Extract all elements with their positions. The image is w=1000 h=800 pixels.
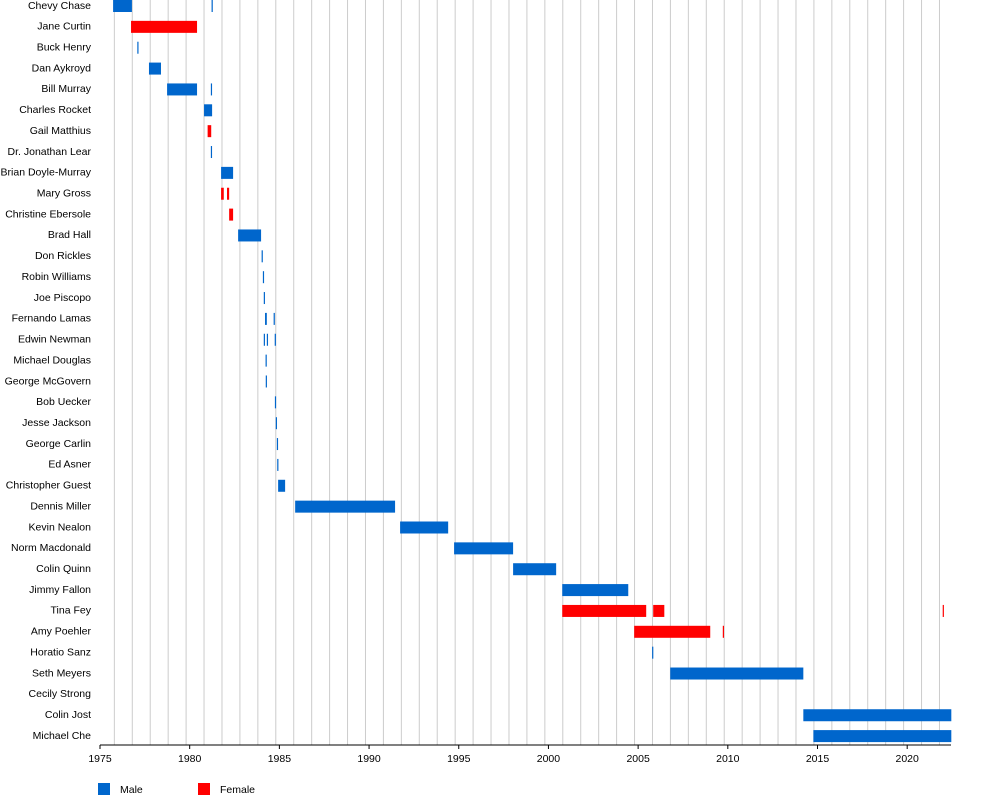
bar bbox=[226, 187, 230, 200]
row-label: Horatio Sanz bbox=[30, 646, 91, 658]
row-label: Ed Asner bbox=[48, 459, 91, 471]
legend-swatch bbox=[98, 783, 110, 795]
row-label: Norm Macdonald bbox=[11, 542, 91, 554]
x-tick-label: 2000 bbox=[537, 753, 561, 765]
bar bbox=[634, 625, 711, 638]
row-label: Jane Curtin bbox=[37, 21, 91, 33]
bar bbox=[942, 604, 944, 617]
row-label: Christine Ebersole bbox=[5, 208, 91, 220]
bar bbox=[210, 83, 213, 96]
bar bbox=[210, 146, 213, 159]
row-label: Amy Poehler bbox=[31, 626, 92, 638]
x-tick-label: 2015 bbox=[806, 753, 830, 765]
row-label: Edwin Newman bbox=[18, 334, 91, 346]
bar bbox=[113, 0, 132, 12]
bar bbox=[261, 250, 263, 263]
bar bbox=[238, 229, 262, 242]
row-label: Jimmy Fallon bbox=[29, 584, 91, 596]
bar bbox=[221, 187, 224, 200]
bar bbox=[562, 584, 629, 597]
bar bbox=[137, 41, 139, 54]
bar bbox=[265, 375, 267, 388]
bar bbox=[274, 396, 277, 409]
row-label: Don Rickles bbox=[35, 250, 91, 262]
bar bbox=[454, 542, 514, 555]
bar bbox=[207, 125, 212, 138]
row-label: Jesse Jackson bbox=[22, 417, 91, 429]
row-label: Bob Uecker bbox=[36, 396, 91, 408]
x-tick-label: 1975 bbox=[88, 753, 112, 765]
row-label: Christopher Guest bbox=[6, 480, 91, 492]
bar bbox=[652, 646, 654, 659]
bar bbox=[221, 166, 234, 179]
row-label: Joe Piscopo bbox=[34, 292, 91, 304]
bar bbox=[653, 604, 665, 617]
bar bbox=[229, 208, 234, 221]
row-label: Dennis Miller bbox=[30, 500, 91, 512]
row-label: Cecily Strong bbox=[29, 688, 92, 700]
row-label: Dr. Jonathan Lear bbox=[8, 146, 92, 158]
bar bbox=[400, 521, 449, 534]
row-label: Gail Matthius bbox=[30, 125, 91, 137]
legend-swatch bbox=[198, 783, 210, 795]
bar bbox=[813, 730, 952, 743]
bar bbox=[276, 438, 279, 451]
bar bbox=[278, 479, 286, 492]
bar bbox=[265, 312, 267, 325]
row-label: Colin Jost bbox=[45, 709, 91, 721]
row-label: Tina Fey bbox=[51, 605, 92, 617]
x-tick-label: 1990 bbox=[357, 753, 381, 765]
bar bbox=[211, 0, 213, 12]
row-label: Seth Meyers bbox=[32, 667, 91, 679]
row-label: Buck Henry bbox=[37, 42, 92, 54]
x-tick-label: 1985 bbox=[268, 753, 292, 765]
bar bbox=[513, 563, 557, 576]
bar bbox=[562, 604, 647, 617]
row-label: Michael Che bbox=[33, 730, 92, 742]
bar bbox=[265, 354, 267, 367]
legend-label: Male bbox=[120, 784, 143, 796]
bar bbox=[277, 458, 279, 471]
row-label: Dan Aykroyd bbox=[32, 62, 91, 74]
row-label: Robin Williams bbox=[22, 271, 91, 283]
row-label: George McGovern bbox=[5, 375, 92, 387]
bar bbox=[803, 709, 952, 722]
x-tick-label: 1995 bbox=[447, 753, 471, 765]
bar bbox=[722, 625, 724, 638]
row-label: Brian Doyle-Murray bbox=[1, 167, 92, 179]
bar bbox=[670, 667, 804, 680]
bar bbox=[274, 333, 276, 346]
x-tick-label: 2010 bbox=[716, 753, 740, 765]
x-tick-label: 2005 bbox=[626, 753, 650, 765]
bar bbox=[263, 292, 265, 305]
row-label: Colin Quinn bbox=[36, 563, 91, 575]
row-label: Brad Hall bbox=[48, 229, 91, 241]
bar bbox=[295, 500, 396, 513]
legend-label: Female bbox=[220, 784, 255, 796]
bar bbox=[167, 83, 198, 96]
bar bbox=[266, 333, 269, 346]
bar bbox=[131, 20, 198, 33]
x-tick-label: 2020 bbox=[896, 753, 920, 765]
row-label: Bill Murray bbox=[41, 83, 91, 95]
row-label: George Carlin bbox=[26, 438, 92, 450]
row-label: Kevin Nealon bbox=[29, 521, 92, 533]
bar bbox=[204, 104, 213, 117]
row-label: Michael Douglas bbox=[13, 354, 91, 366]
row-label: Charles Rocket bbox=[19, 104, 91, 116]
row-label: Mary Gross bbox=[37, 188, 91, 200]
x-tick-label: 1980 bbox=[178, 753, 202, 765]
bar bbox=[263, 333, 265, 346]
bar bbox=[262, 271, 265, 284]
row-label: Fernando Lamas bbox=[12, 313, 91, 325]
bar bbox=[148, 62, 161, 75]
bar bbox=[273, 312, 275, 325]
row-label: Chevy Chase bbox=[28, 0, 91, 12]
bar bbox=[275, 417, 277, 430]
